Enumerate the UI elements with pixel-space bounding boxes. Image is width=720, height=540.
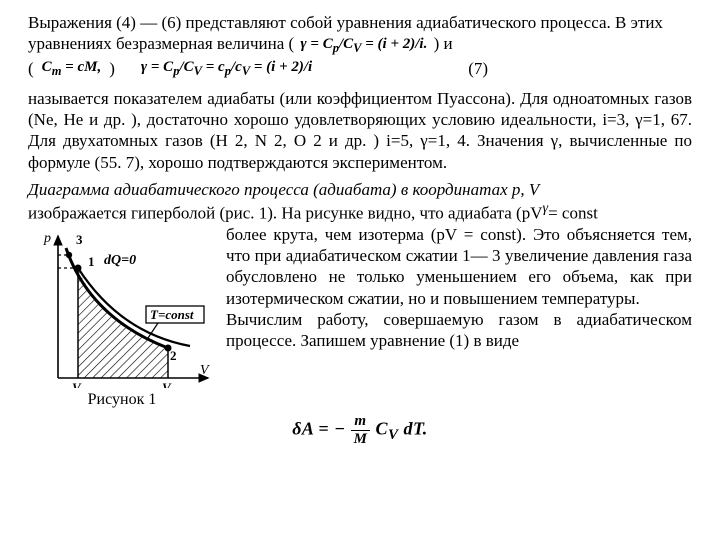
svg-text:2: 2 xyxy=(170,348,177,363)
paren-close: ) xyxy=(109,58,115,79)
paren-open: ( xyxy=(28,58,34,79)
svg-text:V₂: V₂ xyxy=(162,380,175,388)
eq-delta-a: δA = − m M CV dT. xyxy=(28,414,692,447)
intro-paragraph: Выражения (4) — (6) представляют собой у… xyxy=(28,12,692,56)
svg-text:T=const: T=const xyxy=(150,307,194,322)
para-diagram-title: Диаграмма адиабатического процесса (адиа… xyxy=(28,179,692,200)
figure-1: p V 3 1 2 xyxy=(28,228,218,410)
svg-text:1: 1 xyxy=(88,254,95,269)
svg-text:V₁: V₁ xyxy=(72,380,85,388)
eq-cm: Cm = cM, xyxy=(40,58,104,80)
adiabat-diagram: p V 3 1 2 xyxy=(30,228,215,388)
svg-text:dQ=0: dQ=0 xyxy=(104,253,136,268)
svg-text:3: 3 xyxy=(76,232,83,247)
figure-caption: Рисунок 1 xyxy=(28,390,218,410)
eq7: γ = Cp/CV = cp/cV = (i + 2)/i xyxy=(139,58,314,80)
eq-gamma-inline: γ = Cp/CV = (i + 2)/i. xyxy=(298,35,429,57)
svg-text:V: V xyxy=(200,363,210,378)
eq7-number: (7) xyxy=(468,58,488,79)
para-hyperbola: изображается гиперболой (рис. 1). На рис… xyxy=(28,200,692,224)
intro-text-b: ) и xyxy=(434,34,453,53)
svg-text:p: p xyxy=(43,231,51,246)
eq7-line: ( Cm = cM, ) γ = Cp/CV = cp/cV = (i + 2)… xyxy=(28,58,692,80)
para-poisson: называется показателем адиабаты (или коэ… xyxy=(28,88,692,173)
